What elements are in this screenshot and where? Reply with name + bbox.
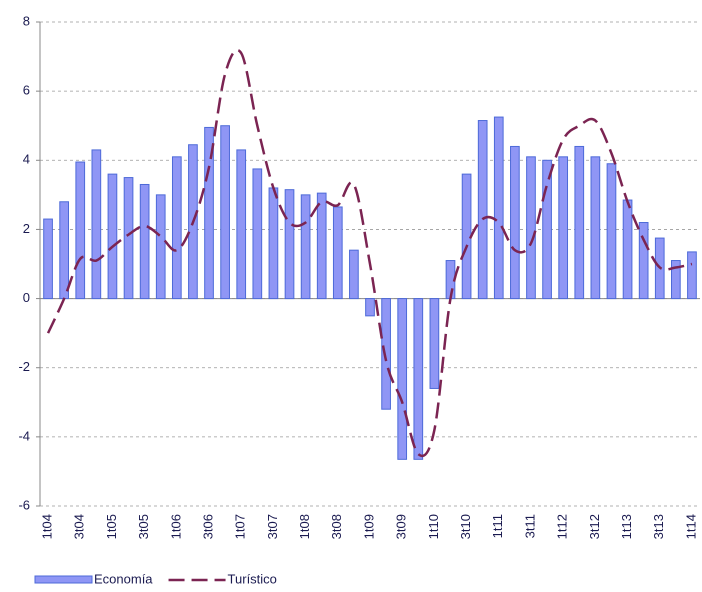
x-tick-label: 1t14 — [683, 514, 698, 539]
x-tick-label: 1t09 — [361, 514, 376, 539]
bar — [687, 251, 697, 300]
bar — [574, 145, 585, 300]
bar — [413, 298, 424, 460]
x-tick-label: 1t12 — [555, 514, 570, 539]
x-tick-label: 3t06 — [200, 514, 215, 539]
bar — [558, 156, 569, 300]
x-tick-label: 3t04 — [72, 514, 87, 539]
bar — [461, 173, 472, 300]
bar — [123, 177, 134, 300]
x-tick-label: 3t13 — [651, 514, 666, 539]
bar — [91, 149, 102, 300]
y-tick-label: 4 — [23, 152, 30, 167]
bar — [429, 298, 440, 389]
bar — [236, 149, 247, 300]
x-tick-label: 1t13 — [619, 514, 634, 539]
x-tick-label: 1t04 — [39, 514, 54, 539]
bar — [606, 163, 617, 300]
y-tick-label: -4 — [18, 428, 30, 443]
x-tick-label: 3t12 — [587, 514, 602, 539]
x-tick-label: 3t07 — [265, 514, 280, 539]
bar — [381, 298, 391, 410]
bar — [349, 249, 359, 300]
bar — [397, 298, 408, 460]
bar — [204, 126, 214, 300]
x-tick-label: 1t06 — [168, 514, 183, 539]
legend-label: Economía — [94, 571, 153, 586]
y-tick-label: 0 — [23, 290, 30, 305]
x-tick-label: 3t08 — [329, 514, 344, 539]
bar — [252, 168, 263, 300]
y-tick-label: -6 — [18, 497, 30, 512]
legend-swatch — [34, 575, 93, 584]
bar — [268, 187, 279, 300]
bar — [139, 183, 150, 300]
x-tick-label: 1t08 — [297, 514, 312, 539]
bar — [43, 218, 53, 300]
bar — [220, 125, 230, 300]
bar — [542, 159, 552, 300]
bar — [622, 199, 633, 300]
x-tick-label: 3t05 — [136, 514, 151, 539]
bar — [107, 173, 118, 300]
legend-label: Turístico — [228, 571, 277, 586]
bar — [59, 201, 69, 300]
bar — [332, 206, 343, 300]
bar — [477, 120, 488, 300]
bar — [671, 260, 681, 300]
x-tick-label: 1t05 — [104, 514, 119, 539]
bar — [365, 298, 375, 317]
bar — [526, 156, 536, 300]
y-tick-label: 6 — [23, 83, 30, 98]
y-tick-label: 2 — [23, 221, 30, 236]
bar — [171, 156, 182, 300]
y-tick-label: 8 — [23, 13, 30, 28]
x-tick-label: 1t07 — [233, 514, 248, 539]
x-tick-label: 1t11 — [490, 514, 505, 538]
x-tick-label: 1t10 — [426, 514, 441, 539]
x-tick-label: 3t11 — [522, 514, 537, 538]
bar — [155, 194, 166, 300]
x-tick-label: 3t10 — [458, 514, 473, 539]
x-tick-label: 3t09 — [394, 514, 409, 539]
bar — [493, 116, 504, 300]
bar — [300, 194, 311, 300]
bar — [590, 156, 601, 300]
y-tick-label: -2 — [18, 359, 30, 374]
line — [46, 48, 693, 458]
bar — [510, 145, 520, 300]
bar — [316, 192, 327, 300]
bar — [284, 189, 295, 300]
bar — [638, 222, 649, 300]
bar — [75, 161, 86, 300]
